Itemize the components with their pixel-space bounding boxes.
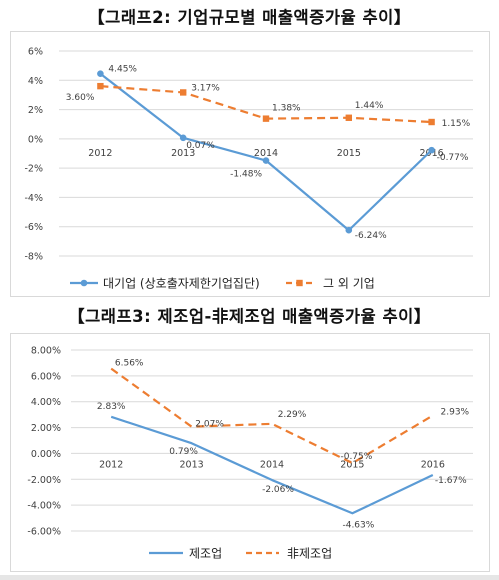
chart1-ytick-label: 6% xyxy=(28,47,43,58)
chart1-ytick-label: -2% xyxy=(25,164,44,175)
chart1-category-label: 2015 xyxy=(337,148,361,159)
chart1-series-1-data-label: 0.07% xyxy=(186,141,215,151)
chart2-series-2-data-label: 2.29% xyxy=(278,410,307,420)
chart2-ytick-label: -4.00% xyxy=(27,501,61,512)
chart2-heading: 【그래프3: 제조업-非제조업 매출액증가율 추이】 xyxy=(68,307,431,326)
chart2-series-1-data-label: -1.67% xyxy=(435,476,467,486)
chart1-series-1-point xyxy=(179,134,187,142)
chart1-svg: 6%4%2%0%-2%-4%-6%-8%20122013201420152016… xyxy=(25,47,473,291)
chart1-ytick-label: -8% xyxy=(25,252,44,263)
chart2-legend-label-1: 제조업 xyxy=(189,547,222,561)
chart2-category-label: 2014 xyxy=(260,459,284,470)
chart2-series-1-data-label: 2.83% xyxy=(97,402,126,412)
chart1-series-2-data-label: 1.44% xyxy=(355,101,384,111)
chart1-series-2-data-label: 1.15% xyxy=(442,119,471,129)
chart1-legend-marker-1 xyxy=(80,279,88,287)
chart2-series-1-data-label: 0.79% xyxy=(169,447,198,457)
chart1-category-label: 2012 xyxy=(88,148,112,159)
chart2-ytick-label: 0.00% xyxy=(31,449,61,460)
chart1-legend-label-2: 그 외 기업 xyxy=(323,277,375,291)
chart1-series-1-data-label: -6.24% xyxy=(355,231,387,241)
chart1-series-1-data-label: 4.45% xyxy=(108,65,137,75)
chart2-series-1-data-label: -4.63% xyxy=(342,520,374,530)
chart2-category-label: 2012 xyxy=(99,459,123,470)
chart2-svg: 8.00% 6.00% 4.00% 2.00% 0.00% -2.00% -4.00% -6.… xyxy=(27,346,473,561)
chart2-category-label: 2013 xyxy=(180,459,204,470)
chart1-series-2-data-label: 1.38% xyxy=(272,104,301,114)
chart1-category-label: 2014 xyxy=(254,148,278,159)
chart1-ytick-label: -4% xyxy=(25,193,44,204)
chart1-series-2-point xyxy=(180,89,187,96)
chart2-ytick-label: -6.00% xyxy=(27,527,61,538)
chart2-ytick-label: 6.00% xyxy=(31,371,61,382)
chart2-category-label: 2015 xyxy=(340,459,364,470)
chart2-panel: 8.00% 6.00% 4.00% 2.00% 0.00% -2.00% -4.00% -6.… xyxy=(10,333,490,572)
chart1-ytick-label: 2% xyxy=(28,105,43,116)
chart2-ytick-label: 4.00% xyxy=(31,397,61,408)
chart2-ytick-label: 8.00% xyxy=(31,346,61,357)
chart1-ytick-label: 4% xyxy=(28,76,43,87)
chart1-series-1-point xyxy=(262,157,270,164)
chart1-ytick-label: 0% xyxy=(28,134,43,145)
chart1-heading: 【그래프2: 기업규모별 매출액증가율 추이】 xyxy=(88,8,411,27)
chart2-ytick-label: 2.00% xyxy=(31,423,61,434)
chart1-series-2-point xyxy=(262,115,270,122)
chart1-series-2-point xyxy=(345,114,352,121)
chart2-category-label: 2016 xyxy=(421,459,445,470)
chart1-legend-label-1: 대기업 (상호출자제한기업집단) xyxy=(103,277,260,291)
chart1-ytick-label: -6% xyxy=(25,222,44,233)
chart2-legend-label-2: 非제조업 xyxy=(287,547,332,561)
chart2-ytick-label: -2.00% xyxy=(27,475,61,486)
footer-strip xyxy=(0,575,499,580)
chart2-series-1-line xyxy=(110,415,434,515)
chart1-series-2-data-label: 3.60% xyxy=(66,93,95,103)
chart1-series-1-point xyxy=(97,70,104,77)
chart1-series-2-data-label: 3.17% xyxy=(191,83,220,93)
chart1-category-label: 2013 xyxy=(171,148,195,159)
chart1-legend-marker-2 xyxy=(296,279,303,287)
chart1-series-1-data-label: -0.77% xyxy=(437,153,469,163)
chart2-series-2-data-label: 6.56% xyxy=(115,359,144,369)
chart2-series-2-data-label: 2.93% xyxy=(441,408,470,418)
chart2-series-1-data-label: -2.06% xyxy=(262,485,294,495)
chart1-series-2-point xyxy=(428,118,435,126)
chart2-series-2-line xyxy=(110,367,434,465)
chart1-series-2-point xyxy=(97,82,104,90)
chart2-series-2-data-label: 2.07% xyxy=(195,420,224,430)
chart1-panel: 6%4%2%0%-2%-4%-6%-8%20122013201420152016… xyxy=(10,31,490,297)
chart1-series-1-point xyxy=(345,226,353,234)
chart1-series-1-data-label: -1.48% xyxy=(230,170,262,180)
chart1-series-1-point xyxy=(428,146,435,154)
chart2-series-2-data-label: -0.75% xyxy=(340,452,372,462)
